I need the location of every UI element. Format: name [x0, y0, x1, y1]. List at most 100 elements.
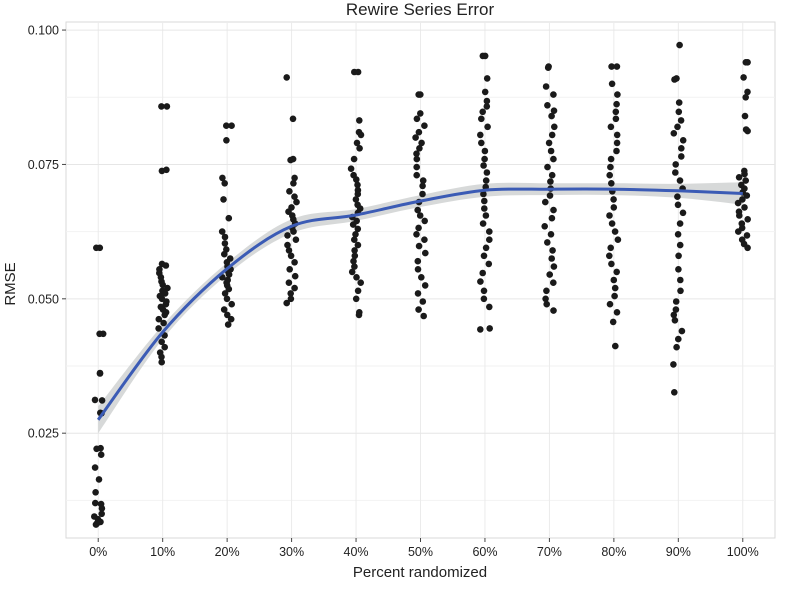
- data-point: [548, 214, 556, 222]
- data-point: [415, 128, 423, 136]
- data-point: [348, 268, 356, 276]
- data-point: [417, 91, 424, 98]
- data-point: [478, 115, 485, 123]
- data-point: [482, 244, 490, 252]
- data-point: [480, 287, 488, 295]
- data-point: [740, 74, 747, 81]
- data-point: [418, 139, 425, 147]
- data-point: [419, 190, 426, 198]
- data-point: [546, 192, 554, 199]
- data-point: [422, 249, 429, 257]
- data-point: [607, 244, 614, 252]
- data-point: [290, 228, 297, 235]
- data-point: [550, 155, 557, 163]
- data-point: [674, 123, 681, 131]
- data-point: [543, 300, 550, 308]
- data-point: [356, 117, 363, 124]
- data-point: [550, 91, 557, 98]
- data-point: [95, 476, 103, 483]
- data-point: [741, 112, 749, 120]
- data-point: [98, 505, 106, 512]
- data-point: [672, 306, 680, 313]
- data-point: [291, 259, 298, 266]
- data-point: [679, 209, 687, 217]
- data-point: [161, 343, 168, 351]
- data-point: [610, 196, 617, 203]
- data-point: [672, 169, 679, 176]
- data-point: [548, 255, 555, 262]
- data-point: [676, 177, 684, 184]
- data-point: [223, 122, 230, 129]
- data-point: [674, 193, 681, 200]
- data-point: [414, 206, 422, 214]
- data-point: [224, 321, 232, 328]
- data-point: [160, 319, 167, 327]
- data-point: [417, 110, 424, 117]
- data-point: [158, 353, 165, 361]
- data-point: [675, 266, 682, 273]
- data-point: [352, 295, 360, 303]
- data-point: [355, 311, 363, 319]
- data-point: [744, 88, 751, 96]
- data-point: [675, 108, 683, 116]
- data-point: [671, 317, 679, 324]
- data-point: [163, 103, 171, 110]
- data-point: [354, 241, 362, 249]
- data-point: [287, 290, 295, 297]
- data-point: [671, 76, 678, 83]
- data-point: [292, 236, 300, 243]
- data-point: [546, 271, 553, 278]
- data-point: [354, 287, 362, 295]
- data-point: [413, 231, 420, 238]
- data-point: [477, 131, 484, 139]
- data-point: [613, 268, 620, 276]
- data-point: [613, 100, 620, 108]
- data-point: [221, 250, 228, 258]
- data-point: [293, 198, 300, 206]
- data-point: [672, 161, 679, 168]
- x-tick-label: 40%: [344, 545, 369, 559]
- data-point: [413, 171, 421, 179]
- data-point: [477, 326, 484, 333]
- data-point: [479, 108, 487, 116]
- data-point: [609, 318, 617, 326]
- data-point: [227, 315, 235, 323]
- data-point: [421, 122, 428, 129]
- data-point: [162, 262, 170, 269]
- data-point: [542, 83, 550, 90]
- data-point: [158, 167, 166, 175]
- data-point: [421, 236, 428, 243]
- data-point: [613, 309, 621, 316]
- data-point: [286, 266, 294, 273]
- data-point: [481, 147, 489, 155]
- data-point: [485, 260, 493, 268]
- data-point: [548, 112, 555, 120]
- data-point: [155, 315, 163, 323]
- data-point: [161, 290, 169, 297]
- data-point: [543, 287, 550, 295]
- data-point: [221, 180, 228, 187]
- data-point: [349, 221, 357, 228]
- data-point: [92, 489, 99, 496]
- data-point: [354, 225, 362, 233]
- data-point: [419, 182, 426, 190]
- points-layer: [91, 41, 751, 528]
- data-point: [283, 74, 291, 81]
- data-point: [158, 103, 165, 110]
- data-point: [675, 252, 682, 260]
- data-point: [421, 282, 429, 289]
- data-point: [742, 94, 749, 101]
- data-point: [228, 122, 235, 129]
- data-point: [670, 361, 677, 368]
- data-point: [223, 137, 230, 144]
- data-point: [413, 150, 420, 157]
- data-point: [92, 499, 99, 507]
- data-point: [351, 236, 358, 243]
- data-point: [220, 306, 228, 313]
- data-point: [284, 241, 291, 249]
- data-point: [611, 292, 618, 300]
- data-point: [481, 88, 489, 96]
- data-point: [162, 300, 170, 308]
- x-tick-label: 60%: [472, 545, 497, 559]
